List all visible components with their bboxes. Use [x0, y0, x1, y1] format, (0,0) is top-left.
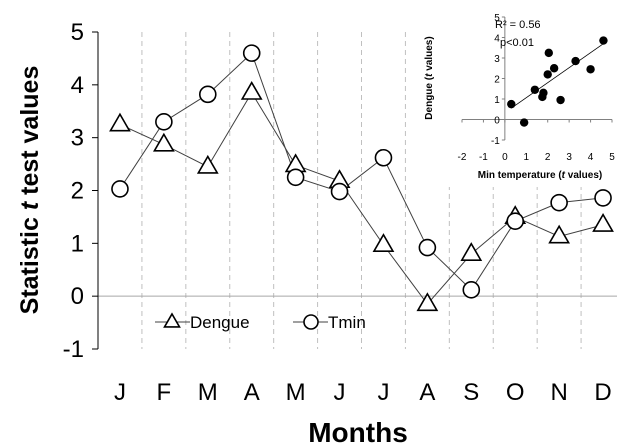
inset-x-axis-title-part: values): [565, 170, 602, 181]
inset-data-point: [599, 36, 608, 45]
y-tick-label: 5: [71, 19, 84, 46]
data-point-tmin: [418, 238, 437, 257]
inset-p-annotation: p<0.01: [500, 37, 534, 49]
legend: Dengue Tmin: [155, 312, 366, 332]
data-point-tmin: [374, 148, 393, 167]
inset-x-axis-title-part: t: [562, 170, 566, 181]
inset-x-tick-label: 1: [524, 152, 530, 163]
inset-y-tick-label: 4: [494, 34, 500, 45]
inset-x-axis-title-part: Min temperature (: [478, 170, 563, 181]
x-tick-label: J: [334, 379, 346, 406]
data-point-dengue: [372, 233, 395, 252]
inset-trendline: [511, 43, 604, 109]
x-tick-label: M: [198, 379, 218, 406]
x-tick-label: J: [377, 379, 389, 406]
data-point-tmin: [242, 44, 261, 62]
inset-x-tick-label: -1: [479, 152, 488, 163]
inset-data-point: [549, 64, 559, 73]
inset-x-tick-label: 4: [588, 152, 594, 163]
inset-y-tick-label: -1: [491, 136, 500, 147]
inset-x-tick-label: 5: [609, 152, 615, 163]
inset-r2-annotation: R² = 0.56: [495, 19, 541, 31]
y-axis-title-part: test values: [16, 66, 44, 202]
data-point-tmin: [550, 193, 568, 212]
inset-y-tick-label: 1: [494, 95, 500, 106]
data-point-tmin: [330, 182, 349, 201]
inset-data-point: [530, 85, 540, 94]
data-point-dengue: [109, 112, 131, 132]
inset-x-tick-label: 0: [502, 152, 508, 163]
x-tick-label: J: [114, 379, 126, 406]
inset-data-point: [543, 70, 552, 79]
x-axis-title: Months: [308, 417, 408, 446]
inset-data-point: [556, 95, 565, 105]
inset-data-point: [586, 65, 595, 74]
x-tick-label: N: [550, 379, 567, 406]
inset-data-point: [544, 48, 553, 58]
inset-x-tick-label: -2: [458, 152, 467, 163]
legend-marker-tmin: [303, 314, 319, 330]
data-point-tmin: [286, 168, 305, 187]
inset-x-tick-label: 2: [545, 152, 551, 163]
data-point-dengue: [240, 80, 263, 100]
inset-data-point: [507, 99, 516, 109]
data-point-tmin: [155, 113, 173, 131]
data-point-dengue: [152, 132, 175, 152]
x-tick-label: M: [286, 379, 306, 406]
y-tick-label: 4: [71, 72, 84, 99]
inset-x-axis-title: Min temperature (t values): [478, 170, 603, 181]
inset-y-axis-title-part: Dengue (: [424, 76, 435, 119]
inset-y-axis-title-part: values): [424, 36, 435, 73]
x-tick-label: A: [244, 379, 260, 406]
y-tick-label: -1: [63, 336, 84, 363]
inset-background: [418, 2, 617, 187]
inset-y-axis-title: Dengue (t values): [424, 36, 435, 119]
x-tick-label: A: [419, 379, 435, 406]
data-point-tmin: [506, 212, 525, 230]
y-tick-label: 1: [71, 230, 84, 257]
x-tick-label: F: [157, 379, 172, 406]
y-tick-label: 0: [71, 283, 84, 310]
y-axis-title-part: t: [16, 200, 44, 210]
inset-data-point: [571, 56, 580, 66]
data-point-tmin: [594, 189, 612, 207]
inset-x-tick-label: 3: [566, 152, 572, 163]
y-axis-title: Statistic t test values: [16, 66, 44, 315]
y-axis-title-part: Statistic: [16, 210, 44, 314]
inset-y-tick-label: 0: [494, 116, 500, 127]
legend-label-tmin: Tmin: [328, 313, 366, 332]
x-tick-label: O: [506, 379, 525, 406]
data-point-dengue: [592, 213, 614, 232]
inset-y-tick-label: 2: [494, 75, 500, 86]
y-tick-label: 2: [71, 178, 84, 205]
inset-y-axis-title-part: t: [424, 73, 435, 77]
data-point-dengue: [460, 242, 483, 261]
x-tick-label: S: [463, 379, 479, 406]
x-tick-label: D: [594, 379, 611, 406]
data-point-dengue: [416, 292, 439, 312]
data-point-tmin: [111, 180, 129, 198]
legend-marker-dengue: [163, 312, 181, 328]
inset-y-tick-label: 5: [494, 13, 500, 24]
inset-y-tick-label: 3: [494, 54, 500, 65]
inset-data-point: [539, 88, 548, 98]
y-tick-label: 3: [71, 125, 84, 152]
data-point-dengue: [196, 154, 219, 174]
data-point-tmin: [462, 281, 481, 299]
legend-label-dengue: Dengue: [190, 313, 250, 332]
data-point-dengue: [548, 224, 571, 244]
inset-data-point: [519, 118, 529, 127]
data-point-tmin: [198, 85, 217, 104]
